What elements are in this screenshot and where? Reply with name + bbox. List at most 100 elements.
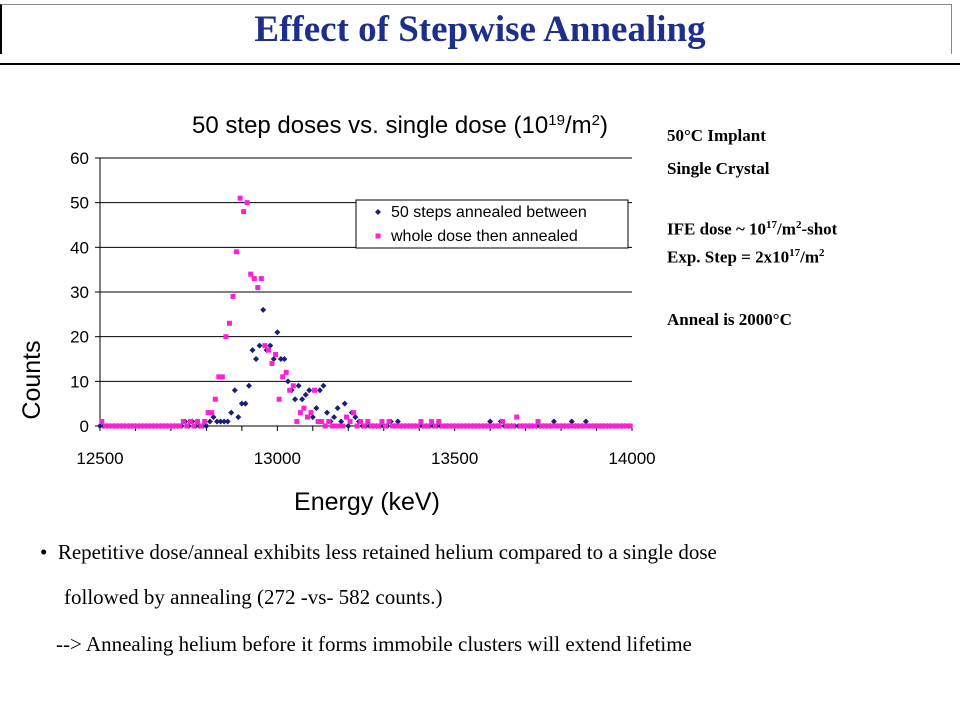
data-point-whole (372, 423, 378, 429)
data-point-steps (331, 414, 338, 421)
data-point-whole (570, 423, 576, 429)
data-point-whole (613, 423, 619, 429)
data-point-steps (221, 418, 228, 425)
x-tick-label: 12500 (76, 449, 123, 468)
data-point-whole (145, 423, 151, 429)
data-point-whole (375, 423, 381, 429)
data-point-steps (260, 306, 267, 313)
data-point-whole (599, 423, 605, 429)
data-point-whole (152, 423, 158, 429)
data-point-whole (113, 423, 119, 429)
y-tick-label: 0 (80, 417, 89, 436)
data-point-whole (159, 423, 165, 429)
data-point-whole (205, 410, 211, 416)
data-point-whole (326, 419, 332, 425)
data-point-whole (223, 334, 229, 340)
data-point-whole (202, 419, 208, 425)
bullet-dot: • (40, 540, 58, 564)
data-point-whole (510, 423, 516, 429)
note-implant: 50°C Implant (667, 126, 766, 145)
data-point-whole (127, 423, 133, 429)
data-point-whole (124, 423, 130, 429)
data-point-whole (556, 423, 562, 429)
data-point-steps (228, 409, 235, 416)
x-axis-label: Energy (keV) (294, 488, 440, 516)
data-point-whole (365, 419, 371, 425)
data-point-whole (386, 419, 392, 425)
data-point-steps (203, 423, 210, 429)
data-point-whole (563, 423, 569, 429)
data-point-whole (379, 419, 385, 425)
note-ife-dose: IFE dose ~ 1017/m2-shot (667, 219, 838, 239)
data-point-whole (269, 360, 275, 366)
data-point-whole (187, 419, 193, 425)
data-point-whole (368, 423, 374, 429)
data-point-steps (210, 414, 217, 421)
data-point-whole (237, 195, 243, 201)
data-point-whole (443, 423, 449, 429)
data-point-steps (568, 418, 575, 425)
chart-title: 50 step doses vs. single dose (1019/m2) (192, 112, 608, 140)
data-point-steps (550, 418, 557, 425)
data-point-whole (592, 423, 598, 429)
data-point-whole (195, 419, 201, 425)
data-point-steps (253, 356, 260, 362)
data-point-whole (521, 423, 527, 429)
data-point-steps (352, 414, 359, 421)
data-point-whole (333, 423, 339, 429)
data-point-whole (475, 423, 481, 429)
data-point-whole (574, 423, 580, 429)
data-point-steps (292, 396, 299, 403)
data-point-steps (394, 418, 401, 425)
data-point-whole (535, 419, 541, 425)
data-point-whole (478, 423, 484, 429)
data-point-whole (390, 423, 396, 429)
data-point-whole (383, 423, 389, 429)
data-point-whole (539, 423, 545, 429)
note-crystal: Single Crystal (667, 159, 770, 178)
data-point-steps (224, 418, 231, 425)
data-point-whole (500, 419, 506, 425)
data-point-whole (588, 423, 594, 429)
data-point-whole (216, 374, 222, 380)
y-tick-label: 60 (70, 149, 89, 168)
data-point-whole (482, 423, 488, 429)
scatter-chart: 0 10 20 30 40 50 60 12500 13000 13500 14000 50 ste… (18, 112, 656, 517)
data-point-steps (281, 356, 288, 362)
data-point-whole (422, 423, 428, 429)
data-point-whole (468, 423, 474, 429)
data-point-whole (489, 423, 495, 429)
data-point-whole (429, 419, 435, 425)
data-point-steps (323, 409, 330, 416)
data-point-whole (343, 414, 349, 420)
legend-marker-whole (375, 233, 381, 239)
data-point-whole (301, 405, 307, 411)
data-point-whole (329, 423, 335, 429)
data-point-steps (231, 387, 238, 394)
data-point-whole (581, 423, 587, 429)
data-point-whole (450, 423, 456, 429)
bullet-line-3: --> Annealing helium before it forms imm… (56, 632, 692, 656)
data-point-whole (226, 320, 232, 326)
data-point-whole (276, 396, 282, 402)
data-point-whole (163, 423, 169, 429)
data-point-steps (274, 329, 281, 336)
plot-area: 0 10 20 30 40 50 60 12500 13000 13500 14000 (70, 149, 656, 468)
data-point-whole (485, 423, 491, 429)
data-point-steps (299, 396, 306, 403)
data-point-steps (284, 378, 291, 385)
data-point-whole (617, 423, 623, 429)
data-point-whole (230, 293, 236, 299)
data-point-steps (235, 414, 242, 421)
data-point-whole (496, 423, 502, 429)
data-point-whole (287, 387, 293, 393)
legend-square (375, 233, 381, 239)
data-point-whole (524, 423, 530, 429)
data-point-whole (319, 419, 325, 425)
data-point-whole (166, 423, 172, 429)
data-point-whole (312, 387, 318, 393)
title-frame (0, 4, 952, 54)
legend-label-steps: 50 steps annealed between (391, 204, 587, 221)
data-point-steps (256, 342, 263, 349)
data-point-whole (219, 374, 225, 380)
